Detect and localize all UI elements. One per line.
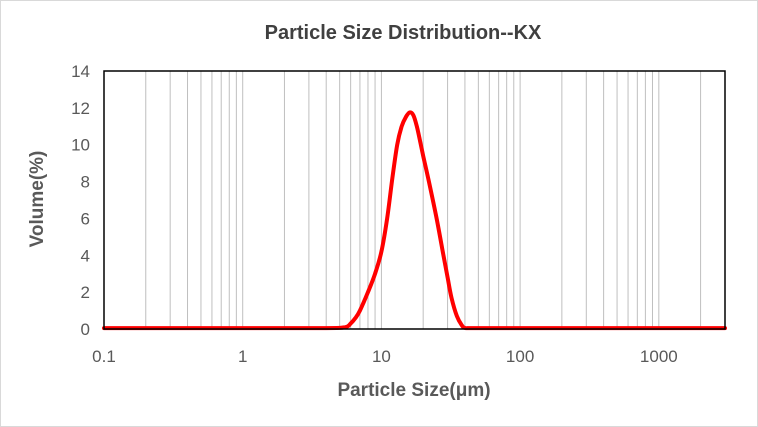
x-tick-label: 10 xyxy=(372,347,391,366)
y-tick-label: 10 xyxy=(71,136,90,155)
x-tick-label: 0.1 xyxy=(92,347,116,366)
series-layer xyxy=(102,110,727,331)
y-tick-label: 14 xyxy=(71,62,90,81)
chart-title: Particle Size Distribution--KX xyxy=(265,22,542,44)
y-tick-label: 12 xyxy=(71,99,90,118)
y-axis-label: Volume(%) xyxy=(27,151,48,248)
y-tick-label: 2 xyxy=(81,283,90,302)
y-tick-label: 6 xyxy=(81,209,90,228)
x-axis-ticks: 0.1 1 10 100 1000 xyxy=(92,347,678,366)
y-axis-ticks: 0 2 4 6 8 10 12 14 xyxy=(71,62,90,339)
x-tick-label: 100 xyxy=(506,347,534,366)
y-tick-label: 8 xyxy=(81,173,90,192)
plot-area-border xyxy=(103,70,726,330)
x-axis-label: Particle Size(μm) xyxy=(337,380,490,401)
y-tick-label: 4 xyxy=(81,246,90,265)
grid-lines xyxy=(145,71,702,329)
y-tick-label: 0 xyxy=(81,320,90,339)
series-line-volume xyxy=(102,110,727,331)
x-tick-label: 1 xyxy=(238,347,247,366)
x-tick-label: 1000 xyxy=(640,347,678,366)
